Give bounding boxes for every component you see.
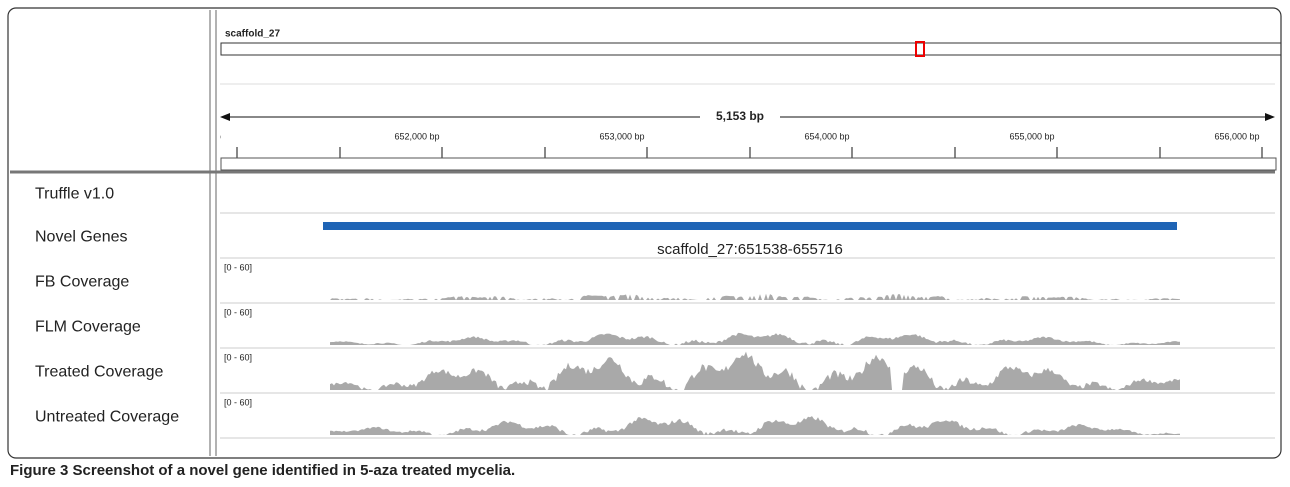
ruler-label: 655,000 bp <box>1009 131 1054 141</box>
range-label: [0 - 60] <box>224 307 252 317</box>
caption-label: Figure 3 <box>10 462 68 479</box>
track-name: FB Coverage <box>35 274 129 291</box>
feature-label: scaffold_27:651538-655716 <box>657 241 843 258</box>
ruler-label: 652,000 bp <box>394 131 439 141</box>
coverage-profile <box>330 293 1180 300</box>
frame <box>7 7 1282 459</box>
region-marker <box>915 41 925 57</box>
ideogram <box>220 42 1282 56</box>
range-label: [0 - 60] <box>224 397 252 407</box>
ruler-label: 653,000 bp <box>599 131 644 141</box>
chromosome-name: scaffold_27 <box>225 29 280 40</box>
ruler-label: 0 bp <box>203 131 221 141</box>
caption-text: Screenshot of a novel gene identified in… <box>73 462 516 479</box>
coverage-profile <box>330 416 1180 435</box>
coverage-profile <box>330 351 1180 390</box>
range-label: [0 - 60] <box>224 262 252 272</box>
ruler-label: 654,000 bp <box>804 131 849 141</box>
ruler-box <box>220 157 1277 171</box>
track-name: Truffle v1.0 <box>35 186 114 203</box>
span-label: 5,153 bp <box>716 109 764 123</box>
ruler: 0 bp 652,000 bp 653,000 bp 654,000 bp 655,00… <box>203 131 1263 158</box>
coverage-profile <box>330 332 1180 345</box>
ruler-label: 656,000 bp <box>1214 131 1259 141</box>
track-name: FLM Coverage <box>35 319 141 336</box>
caption: Figure 3 Screenshot of a novel gene iden… <box>10 462 515 479</box>
track-name: Untreated Coverage <box>35 409 179 426</box>
gene-feature <box>323 222 1177 230</box>
tracks: Truffle v1.0 Novel Genes scaffold_27:65153… <box>35 186 1275 439</box>
track-name: Treated Coverage <box>35 364 163 381</box>
track-name: Novel Genes <box>35 229 128 246</box>
range-label: [0 - 60] <box>224 352 252 362</box>
